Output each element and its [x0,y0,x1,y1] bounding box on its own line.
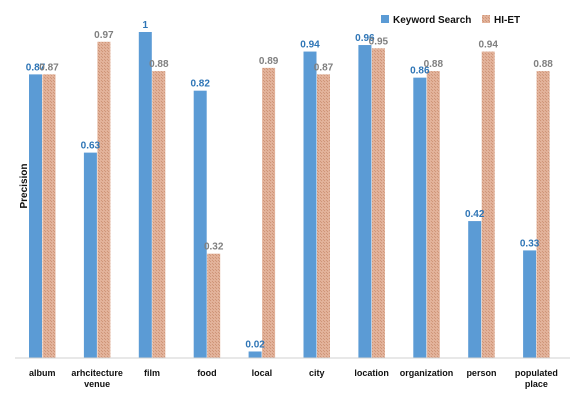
keyword-search-bar [523,250,537,358]
hi-et-bar [481,51,495,359]
keyword-search-legend-swatch [381,15,389,23]
hi-et-bar [42,74,56,358]
x-tick-label: venue [84,379,110,389]
hi-et-bar [426,71,440,359]
keyword-search-legend-label: Keyword Search [393,15,471,26]
hi-et-legend-label: HI-ET [494,15,520,26]
hi-et-legend-swatch [482,15,490,23]
bars-layer [29,32,550,359]
hi-et-value-label: 0.87 [314,62,334,73]
hi-et-bar [207,253,221,358]
keyword-search-value-label: 0.02 [245,339,265,350]
hi-et-value-label: 0.88 [149,59,169,70]
x-tick-label: food [197,368,217,378]
hi-et-bar [262,67,276,359]
x-tick-label: album [29,368,56,378]
x-tick-label: local [252,368,273,378]
keyword-search-bar [138,32,152,358]
keyword-search-value-label: 0.96 [355,33,375,44]
keyword-search-value-label: 0.82 [190,79,210,90]
keyword-search-value-label: 0.33 [520,238,540,249]
keyword-search-bar [29,74,42,358]
x-tick-label: arhcitecture [71,368,123,378]
x-tick-label: person [466,368,496,378]
hi-et-value-label: 0.95 [369,36,389,47]
hi-et-bar [371,48,385,359]
value-labels-layer: 0.870.870.630.9710.880.820.320.020.890.9… [26,20,554,350]
x-tick-label: location [354,368,389,378]
hi-et-bar [97,41,111,358]
keyword-search-bar [358,45,372,358]
keyword-search-bar [83,152,97,358]
hi-et-value-label: 0.87 [39,62,59,73]
keyword-search-value-label: 1 [143,20,149,31]
x-tick-label: city [309,368,325,378]
keyword-search-bar [303,51,317,359]
hi-et-bar [152,71,166,359]
legend: Keyword Search HI-ET [381,15,520,26]
hi-et-value-label: 0.88 [533,59,553,70]
hi-et-value-label: 0.94 [478,40,498,51]
keyword-search-bar [193,90,207,359]
keyword-search-value-label: 0.63 [81,141,101,152]
hi-et-bar [317,74,330,358]
hi-et-value-label: 0.89 [259,56,279,67]
hi-et-value-label: 0.88 [424,59,444,70]
hi-et-bar [536,71,550,359]
hi-et-value-label: 0.32 [204,242,224,253]
keyword-search-value-label: 0.42 [465,209,485,220]
hi-et-value-label: 0.97 [94,30,114,41]
x-tick-label: place [525,379,548,389]
keyword-search-value-label: 0.86 [410,66,430,77]
keyword-search-bar [468,221,482,358]
keyword-search-value-label: 0.87 [26,62,46,73]
keyword-search-bar [413,77,427,358]
x-tick-label: populated [515,368,558,378]
x-tick-label: film [144,368,160,378]
keyword-search-value-label: 0.94 [300,40,320,51]
x-tick-label: organization [400,368,454,378]
y-axis-label: Precision [19,163,30,208]
keyword-search-bar [248,351,262,358]
